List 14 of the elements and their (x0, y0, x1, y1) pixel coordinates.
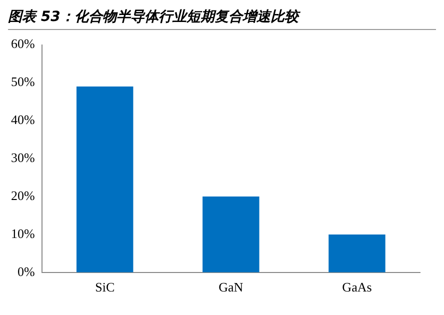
y-tick-label: 0% (17, 264, 35, 279)
y-tick-label: 50% (10, 74, 35, 90)
chart-title: 图表 53：化合物半导体行业短期复合增速比较 (8, 8, 436, 30)
x-tick-label: SiC (95, 280, 115, 295)
y-tick-label: 20% (10, 188, 35, 203)
bar (328, 234, 386, 272)
y-tick-label: 10% (10, 226, 35, 241)
y-tick-label: 40% (10, 112, 35, 128)
bar (76, 86, 134, 272)
x-tick-label: GaN (218, 280, 244, 295)
x-tick-label: GaAs (342, 280, 372, 295)
y-tick-label: 60% (10, 36, 35, 52)
y-tick-label: 30% (10, 150, 35, 166)
bar (202, 196, 260, 272)
